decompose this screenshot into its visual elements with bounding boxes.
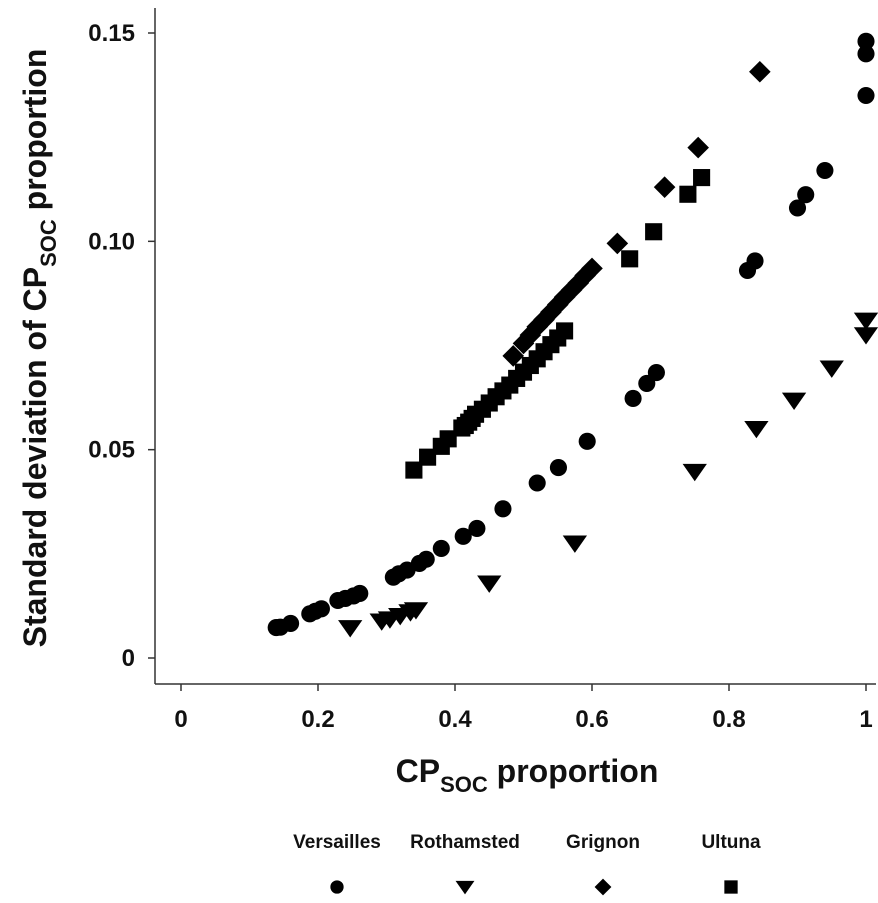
series-grignon bbox=[502, 60, 771, 367]
data-point-rothamsted bbox=[819, 360, 844, 378]
data-point-versailles bbox=[857, 32, 875, 50]
legend-label-ultuna: Ultuna bbox=[701, 832, 761, 853]
data-point-rothamsted bbox=[744, 420, 769, 439]
series-versailles bbox=[267, 32, 875, 637]
data-point-grignon bbox=[519, 324, 542, 346]
data-point-versailles bbox=[432, 539, 450, 557]
data-point-ultuna bbox=[621, 250, 639, 268]
data-point-grignon bbox=[512, 332, 535, 355]
y-tick-label: 0.05 bbox=[88, 437, 135, 464]
data-point-versailles bbox=[494, 500, 512, 518]
data-point-versailles bbox=[454, 527, 472, 545]
x-tick-label: 0.6 bbox=[575, 706, 608, 733]
data-point-rothamsted bbox=[781, 392, 807, 410]
data-point-rothamsted bbox=[853, 312, 878, 330]
series-ultuna bbox=[405, 169, 711, 479]
data-point-versailles bbox=[647, 364, 665, 382]
data-point-ultuna bbox=[439, 430, 457, 448]
data-point-versailles bbox=[312, 600, 330, 618]
plot-frame bbox=[154, 8, 876, 685]
data-point-grignon bbox=[606, 232, 629, 255]
x-tick-label: 0.4 bbox=[438, 706, 472, 733]
data-point-ultuna bbox=[556, 322, 574, 340]
data-point-versailles bbox=[417, 550, 435, 568]
x-tick-label: 0.2 bbox=[301, 706, 334, 733]
legend-label-grignon: Grignon bbox=[566, 832, 640, 853]
data-point-versailles bbox=[746, 252, 764, 270]
data-point-versailles bbox=[624, 389, 642, 407]
legend-marker-rothamsted bbox=[455, 880, 475, 895]
data-point-versailles bbox=[468, 519, 486, 537]
data-point-versailles bbox=[549, 459, 567, 477]
y-tick-label: 0 bbox=[122, 645, 135, 672]
data-point-grignon bbox=[749, 60, 771, 83]
data-point-versailles bbox=[578, 432, 596, 450]
data-point-ultuna bbox=[405, 461, 423, 479]
legend-label-versailles: Versailles bbox=[293, 832, 381, 853]
y-tick-label: 0.10 bbox=[88, 228, 135, 255]
y-axis-ticks: 0 0.05 0.10 0.15 bbox=[88, 20, 155, 672]
data-point-ultuna bbox=[645, 223, 663, 241]
data-point-versailles bbox=[528, 474, 546, 492]
data-point-rothamsted bbox=[682, 463, 707, 482]
data-point-versailles bbox=[788, 199, 807, 217]
data-point-grignon bbox=[687, 136, 709, 159]
data-point-rothamsted bbox=[562, 535, 588, 553]
data-point-versailles bbox=[857, 45, 875, 63]
legend-marker-versailles bbox=[330, 880, 344, 894]
x-tick-label: 0 bbox=[174, 706, 187, 733]
legend-marker-ultuna bbox=[724, 880, 738, 894]
y-axis-title: Standard deviation of CPSOC proportion bbox=[17, 49, 61, 648]
legend-label-rothamsted: Rothamsted bbox=[410, 832, 520, 853]
data-point-grignon bbox=[546, 293, 569, 316]
data-point-rothamsted bbox=[338, 620, 363, 638]
data-point-versailles bbox=[351, 584, 369, 602]
x-tick-label: 0.8 bbox=[712, 706, 745, 733]
series-rothamsted bbox=[338, 312, 878, 638]
data-point-rothamsted bbox=[477, 575, 502, 593]
data-point-versailles bbox=[857, 86, 875, 105]
data-points bbox=[267, 32, 878, 638]
data-point-grignon bbox=[502, 345, 525, 367]
x-axis-title: CPSOC proportion bbox=[396, 753, 659, 797]
data-point-grignon bbox=[581, 257, 603, 280]
data-point-rothamsted bbox=[403, 602, 429, 620]
data-point-ultuna bbox=[693, 169, 711, 187]
y-tick-label: 0.15 bbox=[88, 20, 135, 47]
x-tick-label: 1 bbox=[859, 706, 872, 733]
data-point-versailles bbox=[816, 161, 834, 180]
legend-marker-grignon bbox=[594, 878, 612, 896]
data-point-ultuna bbox=[679, 185, 697, 203]
data-point-grignon bbox=[653, 176, 676, 198]
data-point-ultuna bbox=[419, 448, 437, 466]
data-point-rothamsted bbox=[853, 327, 878, 345]
data-point-versailles bbox=[797, 186, 815, 204]
x-axis-ticks: 0 0.2 0.4 0.6 0.8 1 bbox=[174, 684, 873, 733]
legend: Versailles Rothamsted Grignon Ultuna bbox=[293, 832, 761, 896]
data-point-versailles bbox=[282, 614, 300, 632]
